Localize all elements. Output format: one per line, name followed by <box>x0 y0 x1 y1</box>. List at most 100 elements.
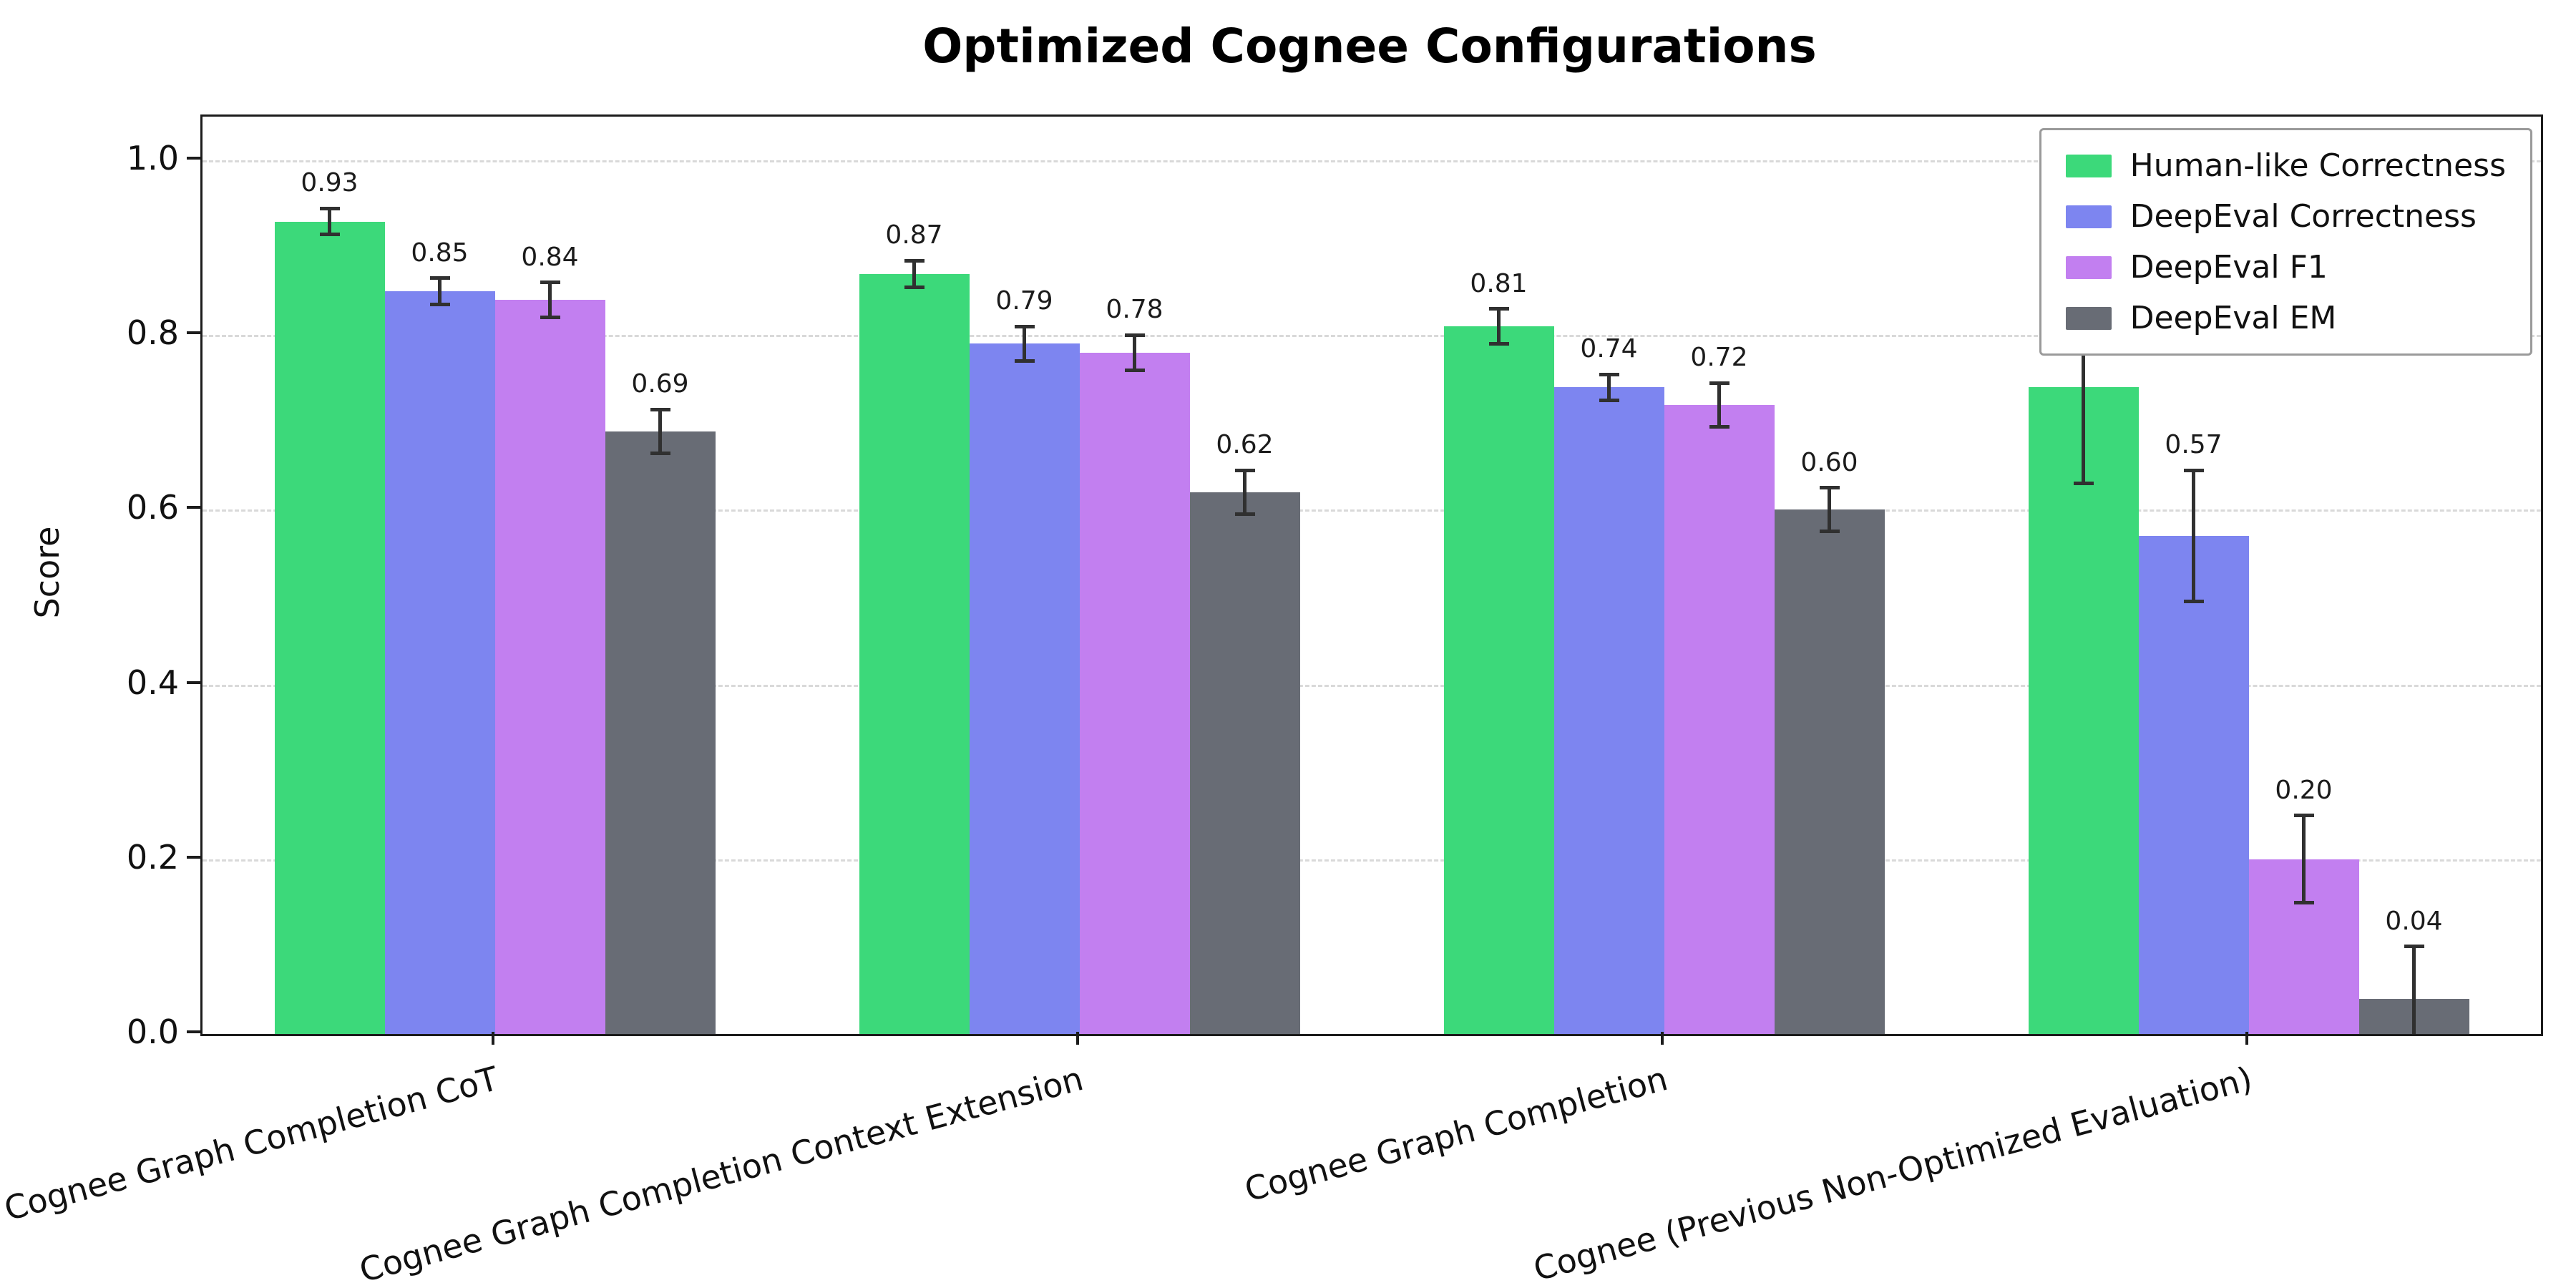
error-bar-cap <box>2073 482 2094 486</box>
error-bar-cap <box>2293 814 2314 818</box>
legend-swatch <box>2065 255 2112 279</box>
error-bar-line <box>912 260 916 288</box>
value-label: 0.84 <box>521 242 579 272</box>
legend-swatch <box>2065 154 2112 177</box>
error-bar-cap <box>1819 486 1840 490</box>
bar <box>1443 326 1554 1034</box>
error-bar-line <box>2302 815 2306 903</box>
value-label: 0.81 <box>1470 268 1528 298</box>
error-bar-line <box>548 282 552 318</box>
error-bar-cap <box>1709 381 1729 385</box>
legend-swatch <box>2065 205 2112 228</box>
bar <box>2138 536 2249 1034</box>
error-bar-cap <box>1124 333 1145 337</box>
error-bar-line <box>2192 470 2195 602</box>
bars-layer: 0.93 0.85 0.84 0.69 0.87 0.79 0.78 0.62 0.81 0.74… <box>203 117 2541 1034</box>
error-bar-cap <box>319 206 340 210</box>
error-bar-line <box>1828 487 1831 532</box>
bar <box>1553 387 1664 1034</box>
value-label: 0.60 <box>1800 447 1858 477</box>
error-bar-cap <box>1014 359 1035 364</box>
bar <box>1189 492 1300 1034</box>
y-tick-label: 0.0 <box>126 1013 179 1051</box>
y-tick-label: 0.6 <box>126 488 179 527</box>
y-axis-title: Score <box>28 526 67 619</box>
error-bar-line <box>1497 308 1501 344</box>
x-tick-label: Cognee Graph Completion Context Extensio… <box>355 1059 1088 1288</box>
bar <box>2028 387 2139 1034</box>
error-bar-cap <box>2293 901 2314 905</box>
error-bar-cap <box>650 407 670 411</box>
value-label: 0.87 <box>885 220 943 250</box>
error-bar-cap <box>1819 530 1840 534</box>
error-bar-cap <box>1234 512 1255 517</box>
error-bar-cap <box>650 451 670 455</box>
value-label: 0.78 <box>1106 295 1163 325</box>
value-label: 0.79 <box>995 286 1053 316</box>
bar <box>859 273 970 1034</box>
gridline <box>203 160 2541 163</box>
y-tick-mark <box>187 506 200 509</box>
error-bar-line <box>1607 374 1611 401</box>
error-bar-line <box>1717 383 1721 427</box>
error-bar-cap <box>429 303 450 306</box>
error-bar-cap <box>2404 945 2424 949</box>
legend-label: DeepEval F1 <box>2129 249 2328 286</box>
gridline <box>203 684 2541 687</box>
plot-area: 0.93 0.85 0.84 0.69 0.87 0.79 0.78 0.62 0.81 0.74… <box>200 114 2543 1036</box>
error-bar-line <box>2082 291 2085 484</box>
y-tick-label: 0.2 <box>126 837 179 877</box>
error-bar-line <box>2412 946 2416 1034</box>
value-label: 0.04 <box>2385 906 2443 936</box>
value-label: 0.72 <box>1690 343 1748 373</box>
value-label: 0.20 <box>2275 775 2333 805</box>
error-bar-line <box>658 409 662 454</box>
error-bar-line <box>1133 335 1136 371</box>
bar <box>969 343 1080 1034</box>
error-bar-cap <box>1488 341 1509 346</box>
error-bar-cap <box>1488 307 1509 311</box>
bar <box>1774 509 1885 1034</box>
error-bar-cap <box>1014 324 1035 328</box>
error-bar-cap <box>1709 424 1729 429</box>
y-tick-label: 0.4 <box>126 663 179 702</box>
legend-label: Human-like Correctness <box>2129 147 2506 184</box>
bar <box>384 291 495 1034</box>
y-tick-label: 1.0 <box>126 139 179 178</box>
gridline <box>203 859 2541 862</box>
value-label: 0.85 <box>411 238 469 268</box>
gridline <box>203 335 2541 338</box>
error-bar-cap <box>2183 600 2204 604</box>
legend-label: DeepEval Correctness <box>2129 198 2477 235</box>
gridline <box>203 509 2541 512</box>
x-tick-label: Cognee Graph Completion <box>1241 1059 1672 1209</box>
y-tick-mark <box>187 157 200 160</box>
bar <box>494 300 605 1034</box>
value-label: 0.74 <box>1580 334 1638 364</box>
error-bar-line <box>1023 326 1026 361</box>
error-bar-cap <box>904 285 924 289</box>
error-bar-cap <box>1599 399 1619 403</box>
error-bar-cap <box>540 316 560 320</box>
bar <box>1664 404 1775 1034</box>
y-tick-label: 0.8 <box>126 313 179 353</box>
y-tick-mark <box>187 1030 200 1033</box>
error-bar-cap <box>2183 468 2204 472</box>
y-tick-mark <box>187 331 200 335</box>
legend-label: DeepEval EM <box>2129 300 2337 336</box>
bar <box>605 431 716 1034</box>
legend-swatch <box>2065 306 2112 330</box>
legend: Human-like Correctness DeepEval Correctne… <box>2039 128 2532 356</box>
legend-row: Human-like Correctness <box>2065 147 2506 184</box>
y-tick-mark <box>187 680 200 684</box>
value-label: 0.93 <box>301 168 358 198</box>
value-label: 0.62 <box>1216 430 1274 460</box>
error-bar-line <box>438 278 441 305</box>
error-bar-cap <box>319 233 340 237</box>
error-bar-cap <box>429 276 450 280</box>
error-bar-cap <box>1234 468 1255 472</box>
chart-title: Optimized Cognee Configurations <box>922 19 1817 74</box>
bar <box>1079 352 1190 1034</box>
error-bar-line <box>328 208 331 235</box>
